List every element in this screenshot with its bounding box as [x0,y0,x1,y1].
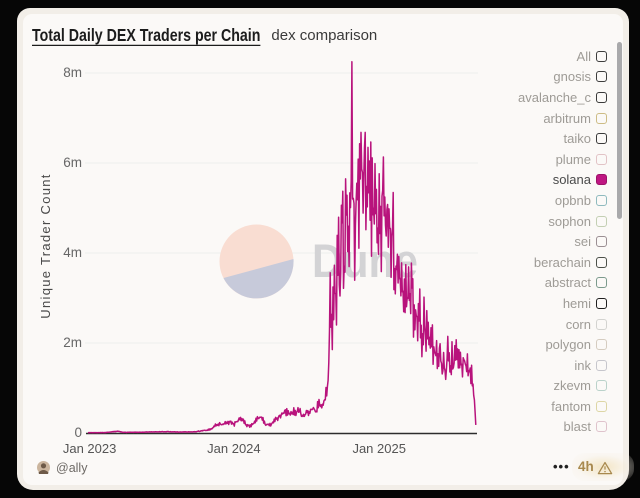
svg-text:4m: 4m [63,245,82,260]
svg-text:Jan 2023: Jan 2023 [63,441,117,456]
svg-text:Unique Trader Count: Unique Trader Count [38,173,53,318]
svg-text:Jan 2024: Jan 2024 [207,441,261,456]
svg-text:6m: 6m [63,155,82,170]
svg-text:Jan 2025: Jan 2025 [352,441,406,456]
svg-text:2m: 2m [63,335,82,350]
svg-text:0: 0 [74,425,82,440]
svg-text:8m: 8m [63,65,82,80]
